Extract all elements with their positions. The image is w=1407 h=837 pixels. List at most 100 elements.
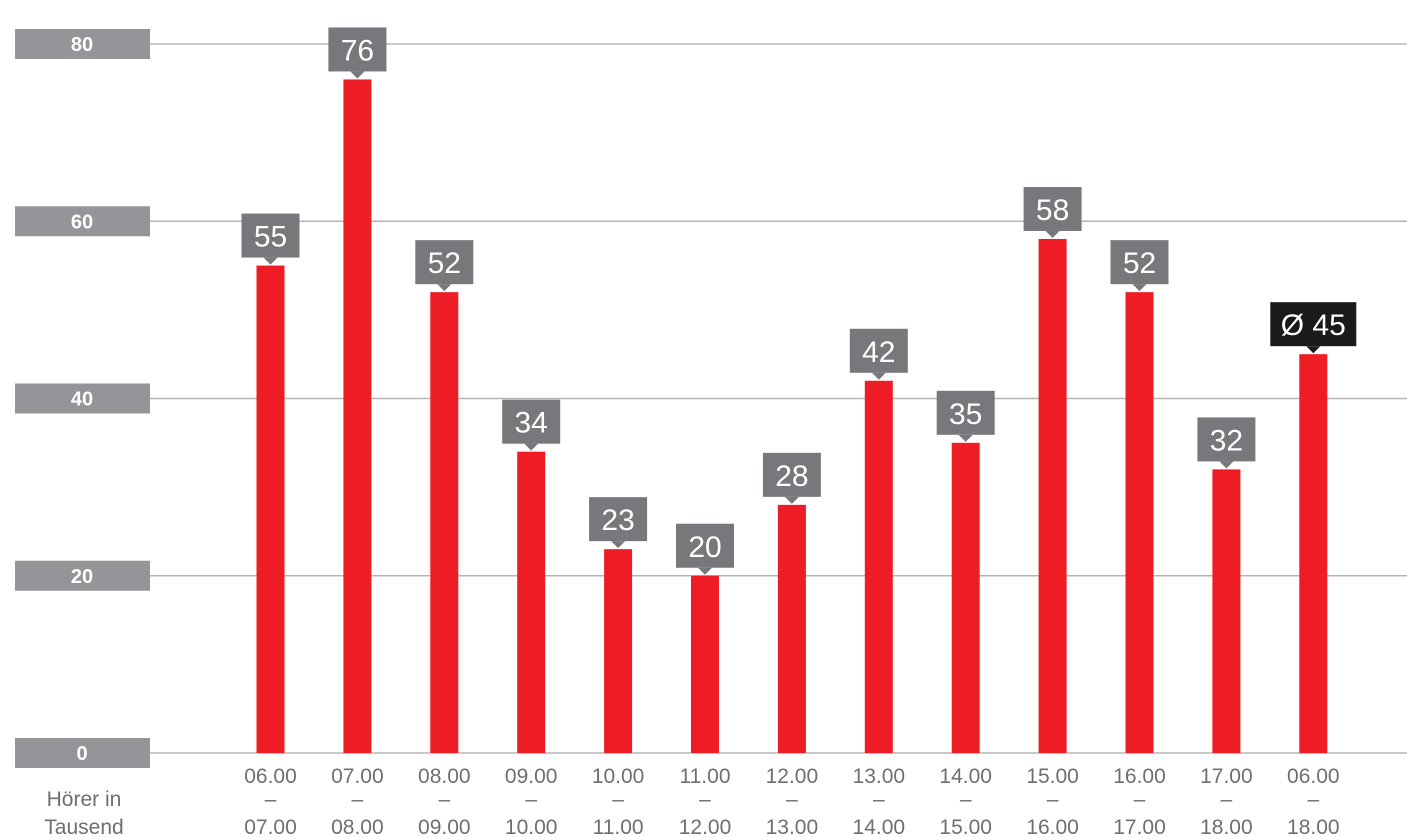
bars [256, 79, 1328, 754]
x-tick-label-from: 08.00 [418, 765, 471, 788]
value-label: 42 [862, 336, 895, 369]
x-tick-label-from: 07.00 [331, 765, 384, 788]
x-tick-label-sep: – [1221, 788, 1233, 811]
y-tick-box [15, 206, 150, 237]
x-tick-label-sep: – [699, 788, 711, 811]
value-label: 55 [254, 221, 287, 254]
x-axis-categories: 06.00–07.0007.00–08.0008.00–09.0009.00–1… [244, 765, 1339, 837]
bar [1125, 292, 1154, 753]
value-label-pointer [784, 496, 799, 504]
y-axis-unit-line-2: Tausend [44, 816, 123, 837]
x-tick-label-sep: – [525, 788, 537, 811]
x-tick-label-from: 13.00 [853, 765, 906, 788]
value-label-pointer [1132, 284, 1147, 292]
x-tick-label-to: 13.00 [766, 816, 819, 837]
y-axis-ticks: 0 20 40 60 80 [15, 29, 150, 768]
value-label-box [936, 390, 995, 435]
bar [430, 292, 459, 753]
x-tick-label-from: 09.00 [505, 765, 558, 788]
x-tick-label-sep: – [1134, 788, 1146, 811]
y-tick-label: 80 [71, 34, 93, 56]
y-tick-label: 60 [71, 211, 93, 233]
x-tick-label-to: 16.00 [1026, 816, 1079, 837]
value-label-box [676, 523, 734, 568]
x-tick-label-to: 11.00 [593, 816, 644, 837]
value-label-box [502, 399, 561, 444]
value-label: 35 [949, 398, 982, 431]
bar [1038, 238, 1067, 754]
value-label: 52 [1123, 247, 1156, 280]
x-tick-label-sep: – [1307, 788, 1319, 811]
x-tick-label-to: 18.00 [1200, 816, 1253, 837]
x-tick-label-sep: – [786, 788, 798, 811]
value-label: 34 [515, 407, 548, 440]
value-label-pointer [350, 71, 365, 79]
average-label-box [1270, 302, 1357, 347]
x-tick-label-to: 09.00 [418, 816, 471, 837]
value-label-box [415, 240, 474, 285]
value-label: 23 [601, 504, 634, 537]
value-label-pointer [958, 434, 973, 442]
value-label-pointer [524, 443, 539, 451]
value-label: 20 [688, 531, 721, 564]
bar [691, 575, 719, 753]
x-tick-label-from: 12.00 [766, 765, 819, 788]
x-tick-label-to: 18.00 [1287, 816, 1340, 837]
x-tick-label-sep: – [873, 788, 885, 811]
x-tick-label-from: 06.00 [244, 765, 297, 788]
x-tick-label-to: 07.00 [244, 816, 297, 837]
x-tick-label-sep: – [352, 788, 364, 811]
value-label-box [328, 27, 387, 72]
bar [864, 380, 893, 753]
bar [256, 265, 285, 753]
value-label-pointer [611, 541, 626, 549]
value-label: 52 [428, 247, 461, 280]
y-tick-label: 20 [71, 566, 93, 588]
value-label-box [1023, 186, 1082, 231]
value-label-box [1197, 417, 1256, 462]
value-label: 76 [341, 34, 374, 67]
x-tick-label-sep: – [612, 788, 624, 811]
x-tick-label-from: 15.00 [1026, 765, 1079, 788]
y-axis-unit-line-1: Hörer in [47, 788, 122, 811]
value-label: 28 [775, 460, 808, 493]
x-tick-label-sep: – [438, 788, 450, 811]
y-tick-box [15, 29, 150, 59]
x-tick-label-to: 14.00 [853, 816, 906, 837]
bar [777, 504, 806, 753]
bar [604, 549, 633, 753]
y-tick-box [15, 383, 150, 414]
value-label: 32 [1210, 424, 1243, 457]
x-tick-label-from: 16.00 [1113, 765, 1166, 788]
value-label-box [762, 452, 821, 497]
bar [1299, 354, 1328, 753]
value-label: 58 [1036, 194, 1069, 227]
y-tick-label: 0 [76, 743, 87, 765]
x-tick-label-sep: – [265, 788, 277, 811]
bar [343, 79, 372, 753]
y-tick-box [15, 738, 150, 768]
value-label-pointer [263, 257, 278, 265]
value-label-pointer [437, 284, 452, 292]
x-tick-label-sep: – [1047, 788, 1059, 811]
x-tick-label-from: 14.00 [939, 765, 992, 788]
bar [517, 451, 546, 753]
x-tick-label-sep: – [960, 788, 972, 811]
x-tick-label-to: 15.00 [939, 816, 992, 837]
value-label-box [1110, 240, 1169, 285]
x-tick-label-to: 10.00 [505, 816, 558, 837]
x-tick-label-from: 17.00 [1200, 765, 1253, 788]
value-label-pointer [1219, 461, 1234, 469]
x-tick-label-from: 10.00 [592, 765, 645, 788]
y-tick-label: 40 [71, 389, 93, 411]
y-tick-box [15, 560, 150, 591]
value-label-pointer [1045, 230, 1060, 238]
value-label-pointer [871, 372, 886, 380]
x-tick-label-to: 17.00 [1113, 816, 1166, 837]
value-label-pointer [1306, 346, 1321, 354]
x-tick-label-to: 08.00 [331, 816, 384, 837]
value-label-box [241, 213, 300, 258]
average-value-label: Ø 45 [1281, 309, 1346, 342]
value-label-box [589, 497, 648, 542]
